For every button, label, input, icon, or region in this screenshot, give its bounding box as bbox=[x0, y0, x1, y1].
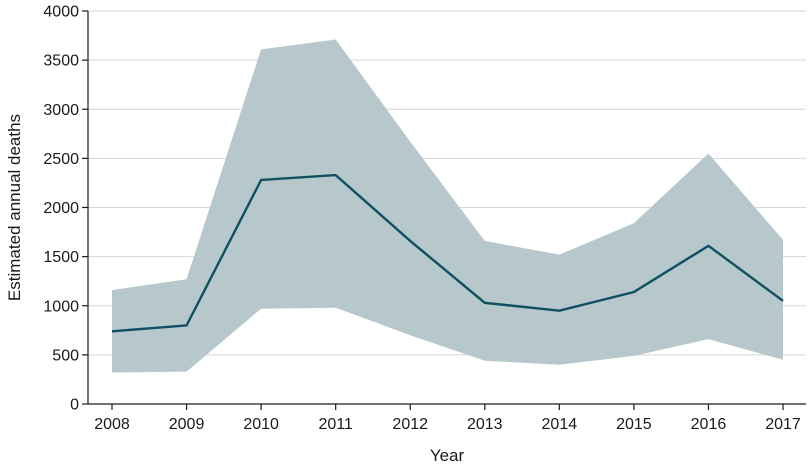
x-tick-label: 2008 bbox=[94, 416, 130, 433]
y-tick-label: 2500 bbox=[43, 151, 79, 168]
x-tick-label: 2015 bbox=[616, 416, 652, 433]
y-axis-title: Estimated annual deaths bbox=[5, 114, 24, 301]
y-tick-label: 1000 bbox=[43, 298, 79, 315]
x-tick-label: 2016 bbox=[691, 416, 727, 433]
x-tick-labels: 2008 2009 2010 2011 2012 2013 2014 2015 2016 2017 bbox=[94, 416, 801, 433]
x-tick-label: 2013 bbox=[467, 416, 503, 433]
x-tick-label: 2011 bbox=[318, 416, 353, 433]
y-tick-label: 1500 bbox=[43, 249, 79, 266]
series-line bbox=[111, 173, 784, 333]
x-axis-title: Year bbox=[430, 446, 465, 465]
x-tick-label: 2010 bbox=[243, 416, 279, 433]
axes bbox=[82, 10, 806, 410]
y-tick-label: 500 bbox=[52, 347, 79, 364]
y-tick-label: 4000 bbox=[43, 4, 79, 21]
x-tick-label: 2009 bbox=[169, 416, 205, 433]
x-tick-label: 2014 bbox=[542, 416, 578, 433]
confidence-band bbox=[112, 39, 783, 373]
y-tick-label: 0 bbox=[70, 397, 79, 414]
x-tick-label: 2012 bbox=[392, 416, 428, 433]
x-tick-label: 2017 bbox=[765, 416, 801, 433]
y-tick-label: 3500 bbox=[43, 53, 79, 70]
y-tick-label: 2000 bbox=[43, 200, 79, 217]
y-tick-labels: 0 500 1000 1500 2000 2500 3000 3500 4000 bbox=[43, 4, 79, 414]
y-tick-label: 3000 bbox=[43, 102, 79, 119]
